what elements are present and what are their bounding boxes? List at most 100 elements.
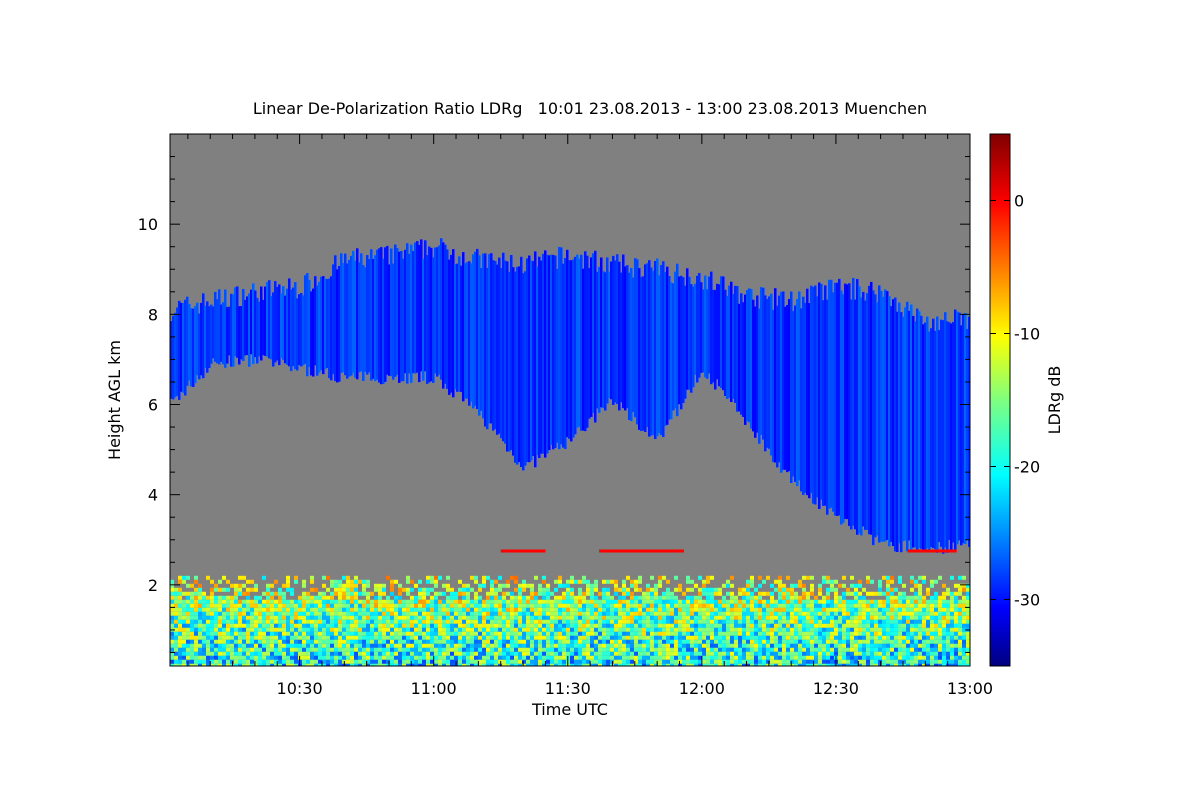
cloud-column xyxy=(958,312,961,541)
boundary-cell xyxy=(710,615,714,620)
boundary-cell xyxy=(394,635,398,640)
cloud-column xyxy=(508,271,511,452)
boundary-cell xyxy=(694,651,698,656)
boundary-cell xyxy=(802,655,806,660)
boundary-cell xyxy=(434,615,438,620)
boundary-cell xyxy=(342,643,346,648)
boundary-cell xyxy=(254,655,258,660)
boundary-cell xyxy=(222,639,226,644)
boundary-cell xyxy=(562,607,566,612)
boundary-cell xyxy=(378,619,382,624)
boundary-cell xyxy=(250,635,254,640)
boundary-cell xyxy=(278,643,282,648)
boundary-cell xyxy=(182,647,186,652)
cloud-column xyxy=(894,297,897,552)
cloud-column xyxy=(596,271,599,409)
boundary-cell xyxy=(934,591,938,596)
boundary-cell xyxy=(502,655,506,660)
boundary-cell xyxy=(198,663,202,666)
boundary-cell xyxy=(230,659,234,664)
boundary-cell xyxy=(570,615,574,620)
boundary-cell xyxy=(498,627,502,632)
boundary-cell xyxy=(266,615,270,620)
boundary-cell xyxy=(462,619,466,624)
boundary-cell xyxy=(830,579,834,584)
boundary-cell xyxy=(654,631,658,636)
boundary-cell xyxy=(242,615,246,620)
boundary-cell xyxy=(466,659,470,664)
cloud-column xyxy=(324,278,327,370)
boundary-cell xyxy=(262,651,266,656)
boundary-cell xyxy=(418,587,422,592)
boundary-cell xyxy=(274,627,278,632)
boundary-cell xyxy=(774,623,778,628)
boundary-cell xyxy=(846,611,850,616)
boundary-cell xyxy=(318,595,322,600)
boundary-cell xyxy=(690,655,694,660)
boundary-cell xyxy=(950,663,954,666)
boundary-cell xyxy=(186,599,190,604)
boundary-cell xyxy=(554,595,558,600)
boundary-cell xyxy=(922,611,926,616)
boundary-cell xyxy=(562,595,566,600)
boundary-cell xyxy=(542,655,546,660)
cloud-column xyxy=(396,248,399,375)
boundary-cell xyxy=(394,639,398,644)
boundary-cell xyxy=(446,607,450,612)
boundary-cell xyxy=(906,655,910,660)
boundary-cell xyxy=(382,643,386,648)
boundary-cell xyxy=(946,635,950,640)
boundary-cell xyxy=(718,607,722,612)
boundary-cell xyxy=(774,659,778,664)
cloud-column xyxy=(558,247,561,450)
boundary-cell xyxy=(306,595,310,600)
boundary-cell xyxy=(750,599,754,604)
boundary-cell xyxy=(210,615,214,620)
boundary-cell xyxy=(710,619,714,624)
boundary-cell xyxy=(386,631,390,636)
boundary-cell xyxy=(554,603,558,608)
cloud-column xyxy=(924,322,927,551)
boundary-cell xyxy=(618,631,622,636)
boundary-cell xyxy=(478,623,482,628)
boundary-cell xyxy=(910,647,914,652)
cloud-column xyxy=(466,262,469,399)
boundary-cell xyxy=(422,631,426,636)
boundary-cell xyxy=(170,623,174,628)
cloud-column xyxy=(332,264,335,375)
boundary-cell xyxy=(406,575,410,580)
boundary-cell xyxy=(462,631,466,636)
boundary-cell xyxy=(314,651,318,656)
boundary-cell xyxy=(430,659,434,664)
boundary-cell xyxy=(874,639,878,644)
boundary-cell xyxy=(738,651,742,656)
cloud-column xyxy=(202,293,205,379)
boundary-cell xyxy=(922,651,926,656)
boundary-cell xyxy=(238,659,242,664)
boundary-cell xyxy=(538,583,542,588)
boundary-cell xyxy=(542,615,546,620)
boundary-cell xyxy=(694,623,698,628)
boundary-cell xyxy=(326,663,330,666)
boundary-cell xyxy=(702,639,706,644)
boundary-cell xyxy=(938,631,942,636)
boundary-cell xyxy=(398,583,402,588)
boundary-cell xyxy=(842,635,846,640)
boundary-cell xyxy=(354,595,358,600)
boundary-cell xyxy=(654,663,658,666)
boundary-cell xyxy=(926,623,930,628)
boundary-cell xyxy=(966,651,970,656)
boundary-cell xyxy=(302,595,306,600)
boundary-cell xyxy=(326,639,330,644)
boundary-cell xyxy=(334,599,338,604)
boundary-cell xyxy=(594,663,598,666)
boundary-cell xyxy=(926,615,930,620)
boundary-cell xyxy=(634,607,638,612)
boundary-cell xyxy=(330,639,334,644)
boundary-cell xyxy=(230,651,234,656)
boundary-cell xyxy=(494,663,498,666)
boundary-cell xyxy=(542,591,546,596)
boundary-cell xyxy=(522,659,526,664)
boundary-cell xyxy=(514,655,518,660)
boundary-cell xyxy=(730,659,734,664)
